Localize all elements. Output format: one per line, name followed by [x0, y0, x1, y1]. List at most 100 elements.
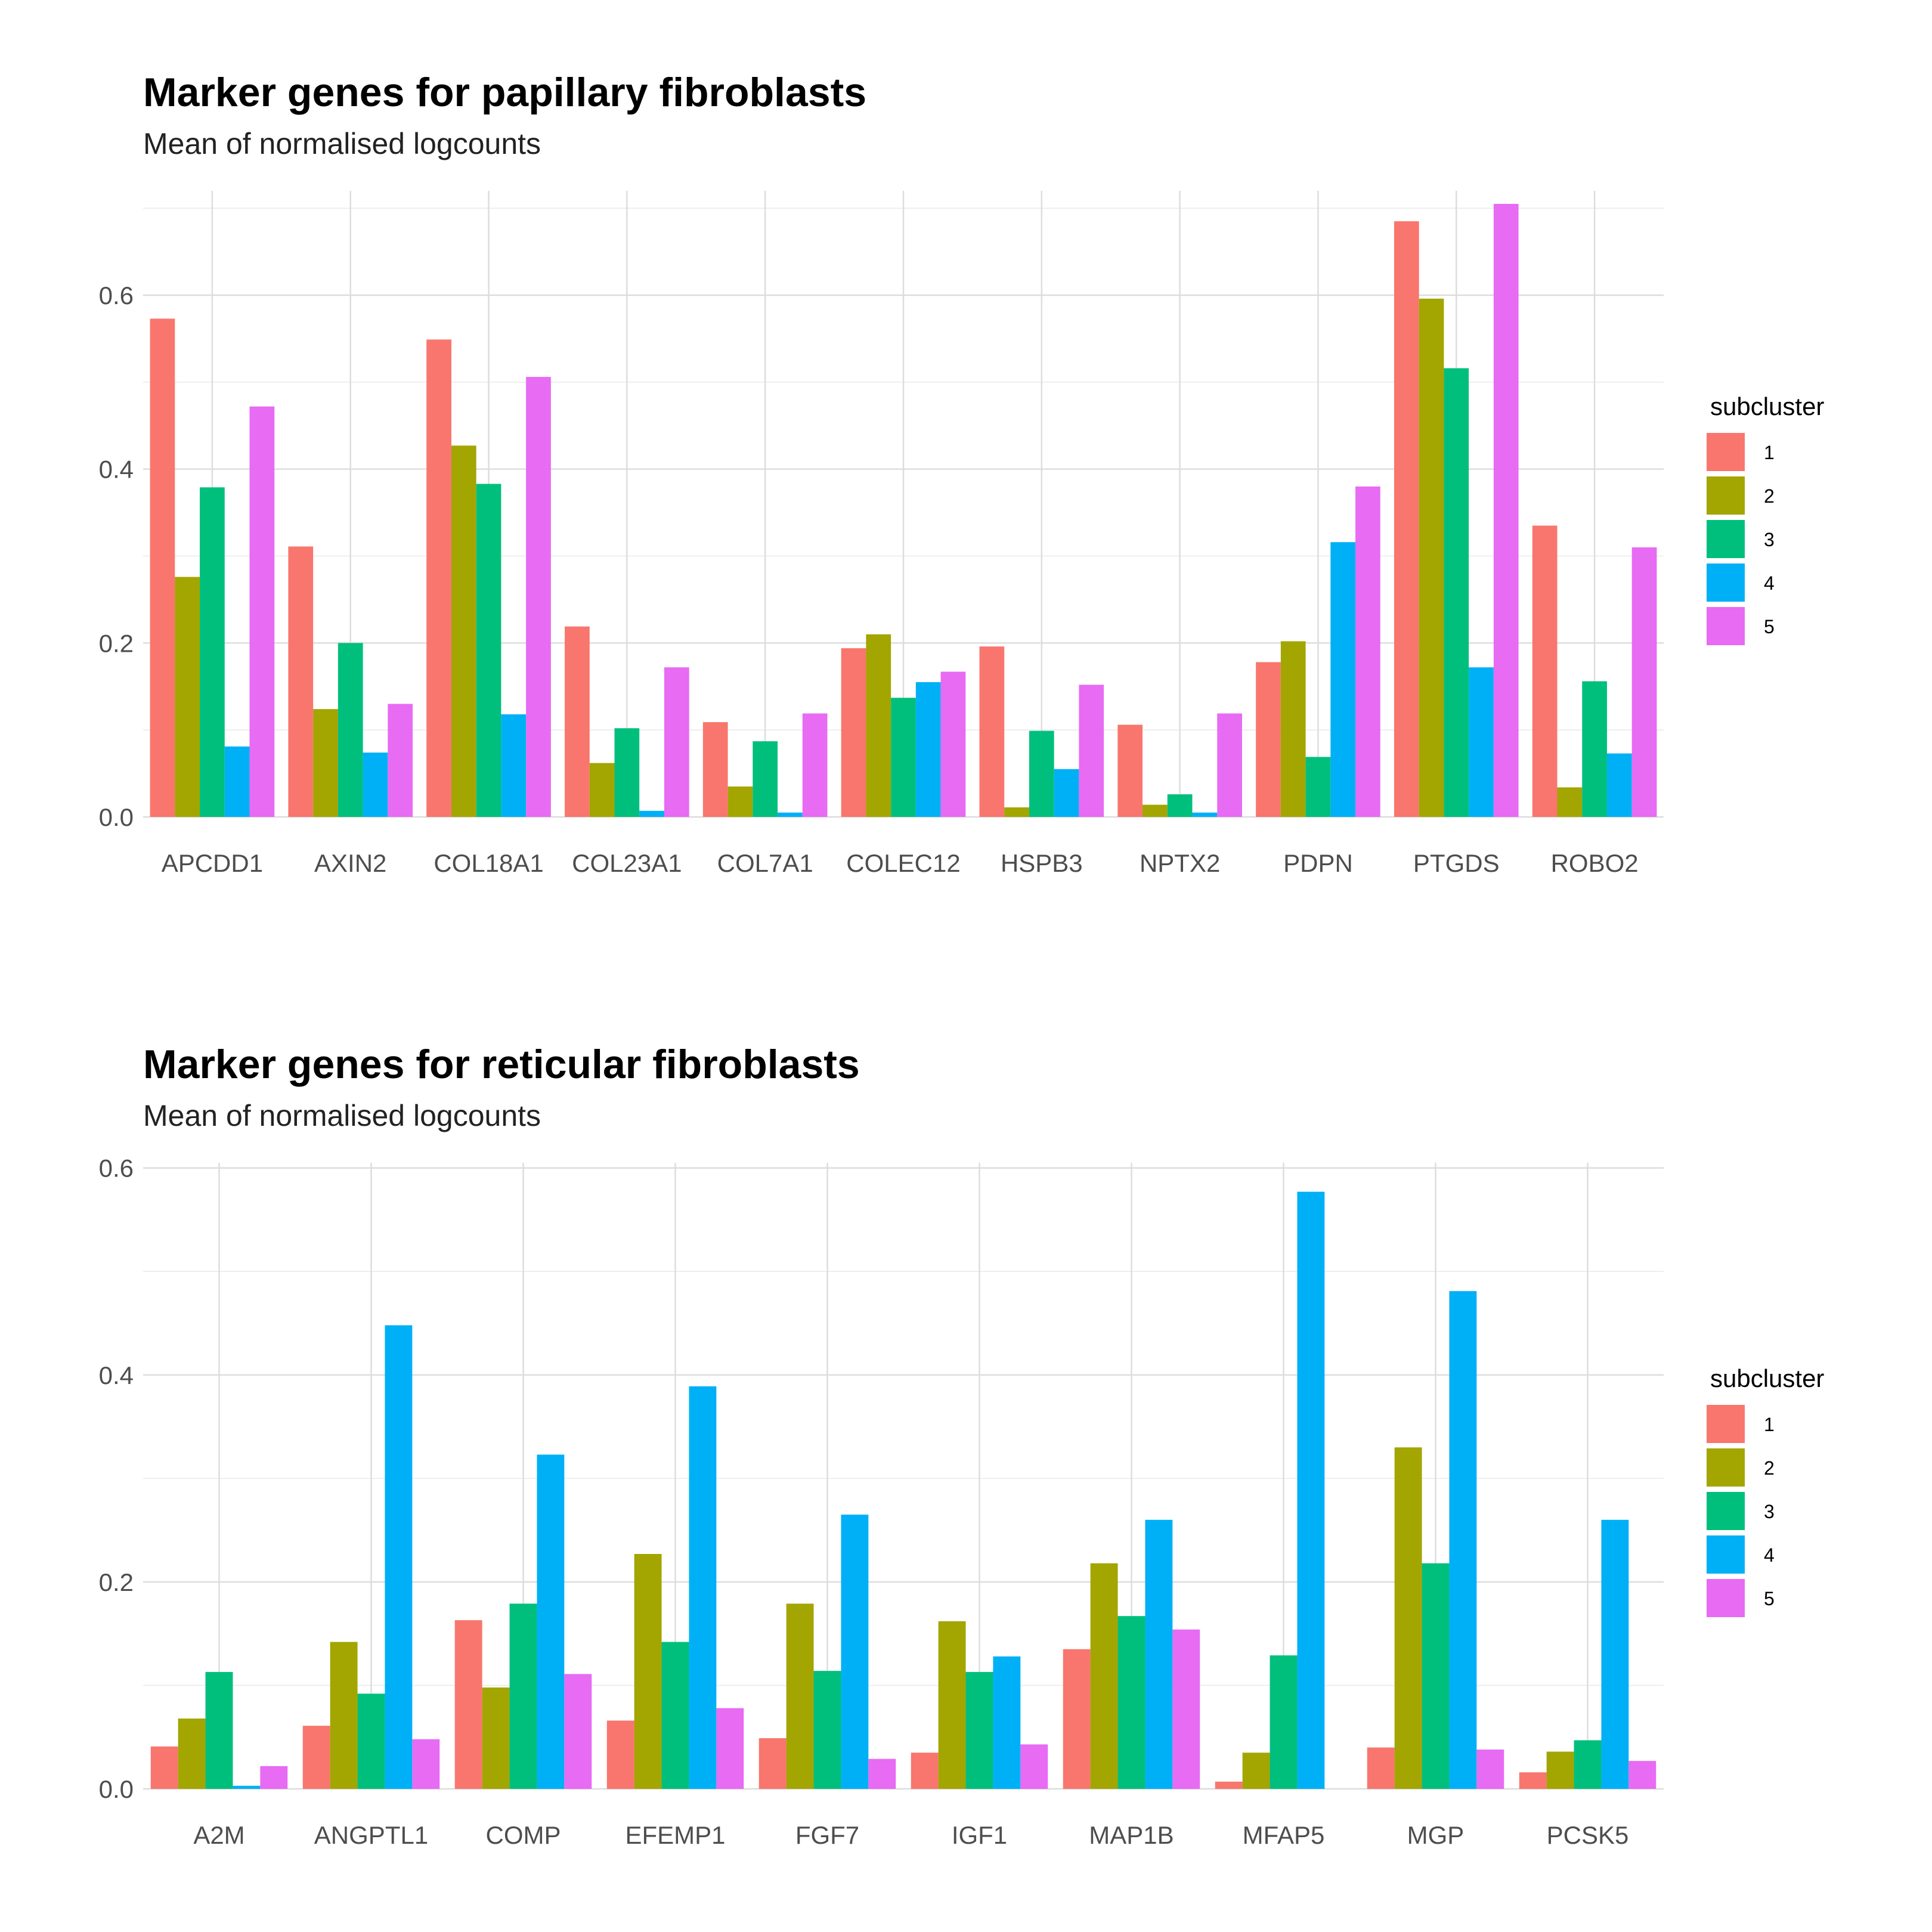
x-tick-label: EFEMP1 — [625, 1821, 725, 1849]
y-tick-label: 0.6 — [99, 281, 134, 309]
chart-2-legend-title: subcluster — [1710, 1364, 1824, 1392]
y-tick-label: 0.2 — [99, 1568, 134, 1596]
bar-EFEMP1-subcluster-3 — [661, 1642, 689, 1789]
panel-2: Marker genes for reticular fibroblasts M… — [99, 1042, 1825, 1849]
bar-PDPN-subcluster-1 — [1256, 662, 1281, 817]
bar-PCSK5-subcluster-2 — [1546, 1751, 1574, 1789]
x-tick-label: APCDD1 — [162, 849, 263, 877]
bar-MFAP5-subcluster-3 — [1270, 1655, 1298, 1789]
chart-1-subtitle: Mean of normalised logcounts — [143, 127, 541, 160]
bar-PDPN-subcluster-3 — [1305, 757, 1331, 817]
y-tick-label: 0.6 — [99, 1154, 134, 1182]
bar-COMP-subcluster-1 — [454, 1620, 482, 1789]
legend-label-4: 4 — [1764, 1544, 1775, 1566]
bar-AXIN2-subcluster-1 — [288, 546, 314, 817]
bar-COL23A1-subcluster-5 — [664, 667, 689, 817]
bar-APCDD1-subcluster-1 — [150, 318, 175, 817]
bar-COMP-subcluster-3 — [509, 1603, 537, 1789]
x-tick-label: MAP1B — [1089, 1821, 1174, 1849]
bar-MAP1B-subcluster-1 — [1063, 1649, 1091, 1789]
bar-COL7A1-subcluster-1 — [702, 722, 728, 817]
bar-AXIN2-subcluster-3 — [338, 643, 363, 817]
bar-MGP-subcluster-2 — [1394, 1447, 1422, 1789]
bar-FGF7-subcluster-4 — [841, 1515, 869, 1789]
chart-1-legend: subcluster 1 2 3 4 5 — [1707, 392, 1824, 645]
bar-ANGPTL1-subcluster-2 — [330, 1642, 358, 1789]
bar-A2M-subcluster-1 — [150, 1746, 178, 1789]
y-tick-label: 0.4 — [99, 1361, 134, 1389]
bar-COL23A1-subcluster-4 — [639, 810, 664, 817]
bar-PTGDS-subcluster-2 — [1419, 298, 1444, 817]
bar-NPTX2-subcluster-4 — [1192, 812, 1218, 817]
bar-MGP-subcluster-5 — [1476, 1750, 1504, 1789]
bar-A2M-subcluster-4 — [233, 1785, 261, 1789]
legend-label-1: 1 — [1764, 442, 1775, 463]
bar-MGP-subcluster-4 — [1449, 1291, 1477, 1789]
bar-IGF1-subcluster-5 — [1020, 1744, 1048, 1789]
y-tick-label: 0.0 — [99, 1775, 134, 1803]
x-tick-label: AXIN2 — [314, 849, 386, 877]
bar-COL18A1-subcluster-1 — [426, 339, 451, 817]
bar-AXIN2-subcluster-4 — [363, 753, 388, 817]
bar-MAP1B-subcluster-4 — [1145, 1519, 1173, 1789]
bar-COL18A1-subcluster-3 — [476, 484, 501, 817]
bar-EFEMP1-subcluster-4 — [689, 1386, 717, 1789]
bar-HSPB3-subcluster-5 — [1079, 685, 1104, 817]
bar-EFEMP1-subcluster-1 — [606, 1720, 634, 1789]
bar-NPTX2-subcluster-5 — [1217, 713, 1242, 817]
bar-COLEC12-subcluster-3 — [891, 698, 916, 817]
bar-PCSK5-subcluster-4 — [1601, 1519, 1629, 1789]
legend-label-5: 5 — [1764, 1588, 1775, 1609]
x-tick-label: FGF7 — [795, 1821, 859, 1849]
x-tick-label: MFAP5 — [1243, 1821, 1325, 1849]
bar-COL23A1-subcluster-1 — [565, 626, 590, 817]
bar-COMP-subcluster-4 — [537, 1454, 565, 1789]
x-tick-label: PTGDS — [1413, 849, 1500, 877]
bar-FGF7-subcluster-1 — [758, 1738, 787, 1789]
bar-HSPB3-subcluster-1 — [979, 646, 1005, 817]
legend-key-2 — [1707, 1448, 1745, 1487]
legend-key-4 — [1707, 564, 1745, 602]
bar-ROBO2-subcluster-3 — [1582, 681, 1607, 817]
bar-PCSK5-subcluster-1 — [1519, 1772, 1547, 1789]
bar-MAP1B-subcluster-2 — [1090, 1563, 1118, 1789]
bar-MFAP5-subcluster-1 — [1215, 1781, 1243, 1789]
chart-1-title: Marker genes for papillary fibroblasts — [143, 70, 866, 115]
bar-ROBO2-subcluster-2 — [1557, 787, 1583, 817]
x-tick-label: COL18A1 — [434, 849, 543, 877]
y-tick-label: 0.0 — [99, 803, 134, 831]
x-tick-label: A2M — [193, 1821, 244, 1849]
bar-A2M-subcluster-5 — [260, 1766, 288, 1789]
bar-PCSK5-subcluster-3 — [1574, 1740, 1602, 1789]
bar-MAP1B-subcluster-5 — [1172, 1629, 1200, 1789]
bar-MFAP5-subcluster-2 — [1242, 1753, 1270, 1789]
bar-ROBO2-subcluster-1 — [1532, 525, 1558, 817]
legend-key-5 — [1707, 607, 1745, 645]
bar-MFAP5-subcluster-4 — [1297, 1191, 1325, 1789]
x-tick-label: NPTX2 — [1140, 849, 1220, 877]
x-tick-label: COL7A1 — [717, 849, 813, 877]
x-tick-label: MGP — [1407, 1821, 1465, 1849]
bar-APCDD1-subcluster-5 — [249, 406, 275, 817]
bar-COMP-subcluster-2 — [482, 1687, 510, 1789]
bar-IGF1-subcluster-2 — [938, 1621, 966, 1789]
bar-ANGPTL1-subcluster-4 — [385, 1325, 413, 1789]
bar-ROBO2-subcluster-5 — [1631, 547, 1657, 817]
bar-COL7A1-subcluster-2 — [727, 786, 753, 817]
bar-COLEC12-subcluster-4 — [915, 682, 941, 817]
bar-PTGDS-subcluster-4 — [1469, 667, 1494, 817]
bar-EFEMP1-subcluster-2 — [634, 1554, 662, 1789]
x-tick-label: IGF1 — [952, 1821, 1007, 1849]
bar-A2M-subcluster-3 — [205, 1671, 233, 1789]
bar-ROBO2-subcluster-4 — [1606, 753, 1632, 817]
y-tick-label: 0.4 — [99, 456, 134, 484]
bar-PDPN-subcluster-4 — [1330, 542, 1356, 817]
bar-APCDD1-subcluster-2 — [175, 577, 200, 817]
bar-A2M-subcluster-2 — [178, 1718, 206, 1789]
legend-label-3: 3 — [1764, 1501, 1775, 1522]
bar-AXIN2-subcluster-5 — [388, 704, 413, 817]
x-tick-label: COL23A1 — [572, 849, 682, 877]
bar-PDPN-subcluster-2 — [1280, 641, 1306, 817]
legend-key-3 — [1707, 520, 1745, 558]
bar-HSPB3-subcluster-3 — [1029, 730, 1054, 817]
